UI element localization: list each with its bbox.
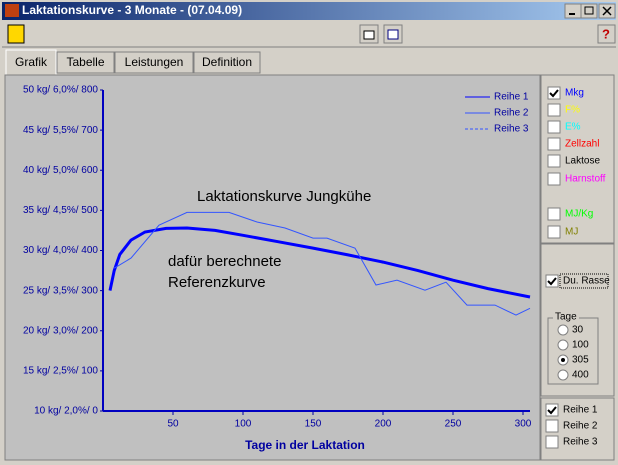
x-tick-label: 300 xyxy=(515,419,532,430)
y-tick-label: 45 kg/ 5,5%/ 700 xyxy=(23,125,98,136)
chart-panel xyxy=(4,74,541,461)
x-tick-label: 100 xyxy=(235,419,252,430)
y-tick-label: 40 kg/ 5,0%/ 600 xyxy=(23,165,98,176)
tab-bar: Grafik Tabelle Leistungen Definition xyxy=(5,49,261,76)
days-title: Tage xyxy=(555,312,577,323)
checkbox[interactable] xyxy=(545,435,559,449)
legend-label: Reihe 1 xyxy=(494,92,529,103)
tab[interactable] xyxy=(56,51,115,74)
measure-label: Harnstoff xyxy=(565,174,606,185)
row-label: Reihe 3 xyxy=(563,437,598,448)
y-tick-label: 25 kg/ 3,5%/ 300 xyxy=(23,285,98,296)
radio-label: 305 xyxy=(572,355,589,366)
legend-label: Reihe 3 xyxy=(494,124,529,135)
annotation: dafür berechnete xyxy=(168,253,281,270)
app-icon xyxy=(5,4,19,17)
checkbox[interactable] xyxy=(547,172,561,186)
checkbox[interactable] xyxy=(547,120,561,134)
help-button[interactable] xyxy=(597,24,616,44)
series-line xyxy=(108,226,531,299)
exit-button[interactable] xyxy=(7,24,25,44)
radio[interactable] xyxy=(557,324,569,336)
y-tick-label: 15 kg/ 2,5%/ 100 xyxy=(23,366,98,377)
breed-focus xyxy=(559,273,609,289)
measure-label: F% xyxy=(565,105,580,116)
tab-label: Leistungen xyxy=(125,55,184,69)
annotation: Laktationskurve Jungkühe xyxy=(197,188,371,205)
row-label: Reihe 2 xyxy=(563,421,598,432)
svg-text:?: ? xyxy=(602,26,610,41)
checkbox[interactable] xyxy=(547,154,561,168)
breed-label: Du. Rasse xyxy=(563,276,610,287)
tab-label: Grafik xyxy=(15,55,48,69)
checkbox[interactable] xyxy=(547,103,561,117)
sidebar: Mkg F% E% Zellzahl Laktose Harnstoff MJ/Kg MJ Du… xyxy=(540,74,615,461)
days-title-bg xyxy=(553,311,579,323)
radio-label: 400 xyxy=(572,370,589,381)
measure-label: Zellzahl xyxy=(565,139,599,150)
tab-label: Tabelle xyxy=(66,55,104,69)
measure-label: MJ/Kg xyxy=(565,209,593,220)
row-label: Reihe 1 xyxy=(563,405,598,416)
tab[interactable] xyxy=(5,49,57,76)
check-mark xyxy=(549,89,559,98)
window-buttons[interactable] xyxy=(564,3,616,19)
measure-label: Mkg xyxy=(565,88,584,99)
checkbox[interactable] xyxy=(547,86,561,100)
y-tick-label: 30 kg/ 4,0%/ 400 xyxy=(23,245,98,256)
x-tick-label: 50 xyxy=(167,419,179,430)
radio[interactable] xyxy=(557,369,569,381)
checkbox[interactable] xyxy=(545,403,559,417)
x-tick-label: 250 xyxy=(445,419,462,430)
tab[interactable] xyxy=(114,51,194,74)
checkbox[interactable] xyxy=(547,225,561,239)
measure-label: Laktose xyxy=(565,156,600,167)
x-axis-title: Tage in der Laktation xyxy=(245,438,365,452)
y-tick-label: 20 kg/ 3,0%/ 200 xyxy=(23,325,98,336)
checkbox[interactable] xyxy=(547,137,561,151)
title-bar xyxy=(2,2,616,20)
series-line xyxy=(113,211,531,316)
checkbox[interactable] xyxy=(547,207,561,221)
measure-label: E% xyxy=(565,122,581,133)
x-tick-label: 200 xyxy=(375,419,392,430)
check-mark xyxy=(547,406,557,415)
radio[interactable] xyxy=(557,339,569,351)
y-tick-label: 35 kg/ 4,5%/ 500 xyxy=(23,205,98,216)
chart: 10 kg/ 2,0%/ 0 15 kg/ 2,5%/ 100 20 kg/ 3,0… xyxy=(23,85,532,453)
checkbox[interactable] xyxy=(545,419,559,433)
tab-label: Definition xyxy=(202,55,252,69)
toolbar: ? xyxy=(7,24,616,44)
window-title: Laktationskurve - 3 Monate - (07.04.09) xyxy=(22,3,242,17)
annotation: Referenzkurve xyxy=(168,274,266,291)
radio-dot xyxy=(561,358,565,362)
y-tick-label: 50 kg/ 6,0%/ 800 xyxy=(23,85,98,96)
tab[interactable] xyxy=(193,51,261,74)
measure-label: MJ xyxy=(565,227,578,238)
check-mark xyxy=(547,277,557,286)
y-tick-label: 10 kg/ 2,0%/ 0 xyxy=(34,406,98,417)
x-tick-label: 150 xyxy=(305,419,322,430)
legend-label: Reihe 2 xyxy=(494,108,529,119)
checkbox[interactable] xyxy=(545,274,559,288)
radio-label: 100 xyxy=(572,340,589,351)
radio-label: 30 xyxy=(572,325,584,336)
